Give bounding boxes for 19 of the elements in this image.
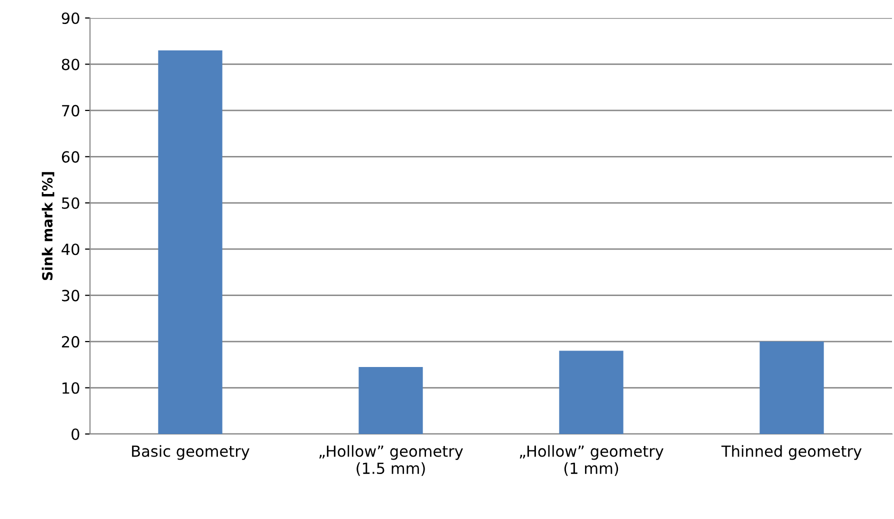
y-tick-label: 70 bbox=[62, 104, 80, 116]
y-tick-label: 40 bbox=[62, 244, 80, 256]
x-tick-label: „Hollow” geometry (1.5 mm) bbox=[319, 445, 463, 476]
y-tick-label: 0 bbox=[72, 428, 80, 440]
x-tick-label: Basic geometry bbox=[132, 445, 250, 460]
y-tick-label: 10 bbox=[62, 382, 80, 394]
bar bbox=[358, 366, 423, 434]
y-tick-label: 90 bbox=[62, 12, 80, 24]
bar bbox=[760, 342, 824, 434]
y-tick-label: 60 bbox=[62, 151, 80, 163]
y-tick-label: 50 bbox=[62, 197, 80, 209]
bar bbox=[158, 50, 222, 434]
y-tick-label: 30 bbox=[62, 290, 80, 302]
y-tick-label: 20 bbox=[62, 336, 80, 348]
bar bbox=[559, 350, 624, 434]
y-tick-label: 80 bbox=[62, 58, 80, 70]
x-tick-label: Thinned geometry bbox=[721, 445, 862, 460]
x-tick-label: „Hollow” geometry (1 mm) bbox=[520, 445, 664, 476]
y-axis-title: Sink mark [%] bbox=[42, 172, 54, 280]
